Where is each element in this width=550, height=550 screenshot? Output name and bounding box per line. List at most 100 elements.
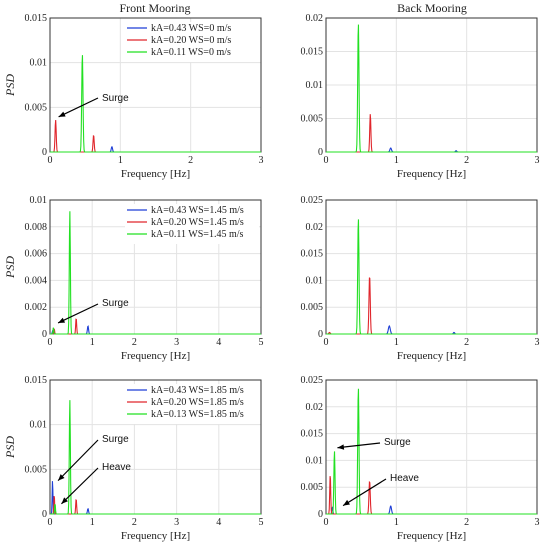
y-tick-label: 0.015 [25,13,48,24]
x-axis-label: Frequency [Hz] [121,168,190,180]
series-line-1 [326,147,537,153]
annotation-arrowhead [58,474,65,481]
col-title-front: Front Mooring [119,1,190,15]
x-axis-label: Frequency [Hz] [121,350,190,362]
y-tick-label: 0.004 [25,275,48,286]
y-tick-label: 0.02 [306,222,324,233]
annotation-label: Surge [384,437,411,448]
x-tick-label: 1 [118,155,123,166]
annotation-arrow [57,303,99,324]
series-line-1 [50,146,261,153]
x-tick-label: 1 [394,155,399,166]
x-tick-label: 3 [174,517,179,528]
series-line-3 [326,219,537,335]
series-line-1 [326,505,537,515]
legend-box [125,384,259,424]
legend-box [125,22,259,62]
legend-box [125,204,259,244]
y-tick-label: 0.005 [25,102,48,113]
x-tick-label: 2 [464,337,469,348]
annotation-arrow [57,439,99,482]
annotation-arrowhead [61,497,68,504]
legend-label: kA=0.20 WS=1.45 m/s [151,217,244,228]
y-tick-label: 0 [318,509,323,520]
annotation-arrow [342,478,387,507]
panel-1: 0 1 2 3 0 0.005 0.01 0.015 Frequency [Hz] PSD kA=0… [3,13,264,180]
x-tick-label: 1 [90,517,95,528]
y-tick-label: 0 [42,147,47,158]
annotation-arrowhead [343,499,350,506]
y-tick-label: 0 [42,509,47,520]
y-tick-label: 0.002 [25,302,48,313]
y-tick-label: 0.01 [306,455,324,466]
annotation-label: Surge [102,434,129,445]
legend-label: kA=0.13 WS=1.85 m/s [151,409,244,420]
x-tick-label: 0 [324,155,329,166]
x-tick-label: 2 [464,517,469,528]
x-axis-label: Frequency [Hz] [121,530,190,542]
annotation-arrowhead [337,444,345,450]
x-axis-label: Frequency [Hz] [397,350,466,362]
panel-5: 0 1 2 3 4 5 0 0.005 0.01 0.015 Frequency [Hz] PSD kA… [3,375,264,542]
legend-label: kA=0.11 WS=0 m/s [151,47,231,58]
series-line-3 [326,388,537,515]
x-tick-label: 2 [464,155,469,166]
y-tick-label: 0.006 [25,249,48,260]
panel-6: 0 1 2 3 0 0.005 0.01 0.015 0.02 0.025 Frequency [H… [301,375,540,542]
annotation-label: Heave [102,462,131,473]
y-tick-label: 0.02 [306,402,324,413]
y-tick-label: 0.01 [30,195,48,206]
panel-4: 0 1 2 3 0 0.005 0.01 0.015 0.02 0.025 Frequency [H… [301,195,540,362]
annotation-label: Surge [102,93,129,104]
x-tick-label: 5 [259,337,264,348]
annotation-arrow [337,442,381,449]
legend-label: kA=0.43 WS=0 m/s [151,23,231,34]
x-tick-label: 4 [216,337,221,348]
x-tick-label: 1 [394,517,399,528]
panel-3: 0 1 2 3 4 5 0 0.002 0.004 0.006 0.008 0.01 Frequency… [3,195,264,362]
y-tick-label: 0.01 [306,275,324,286]
series-line-3 [326,24,537,153]
y-tick-label: 0 [42,329,47,340]
x-tick-label: 4 [216,517,221,528]
series-line-3 [50,211,261,335]
x-tick-label: 3 [259,155,264,166]
y-tick-label: 0.025 [301,375,324,386]
y-tick-label: 0 [318,147,323,158]
y-tick-label: 0.005 [301,114,324,125]
annotation-arrow [61,467,99,505]
x-tick-label: 3 [535,155,540,166]
x-tick-label: 0 [48,337,53,348]
y-tick-label: 0.015 [301,429,324,440]
y-tick-label: 0.01 [30,58,48,69]
series-line-2 [50,495,261,515]
x-tick-label: 0 [324,517,329,528]
x-tick-label: 3 [174,337,179,348]
annotation-arrow [58,97,99,118]
series-line-3 [50,55,261,153]
x-tick-label: 0 [324,337,329,348]
panel-2: 0 1 2 3 0 0.005 0.01 0.015 0.02 Frequency [Hz] [301,13,540,180]
x-tick-label: 0 [48,517,53,528]
y-axis-label: PSD [3,256,17,279]
x-tick-label: 1 [394,337,399,348]
y-tick-label: 0.005 [301,302,324,313]
y-tick-label: 0 [318,329,323,340]
annotation-label: Surge [102,298,129,309]
annotation-arrowhead [58,111,66,117]
x-tick-label: 0 [48,155,53,166]
y-tick-label: 0.02 [306,13,324,24]
legend-label: kA=0.11 WS=1.45 m/s [151,229,244,240]
y-tick-label: 0.015 [301,47,324,58]
y-tick-label: 0.015 [301,249,324,260]
x-tick-label: 3 [535,337,540,348]
x-tick-label: 3 [535,517,540,528]
x-axis-label: Frequency [Hz] [397,168,466,180]
x-tick-label: 5 [259,517,264,528]
annotation-arrowhead [58,317,66,323]
legend-label: kA=0.20 WS=1.85 m/s [151,397,244,408]
y-tick-label: 0.005 [301,482,324,493]
x-axis-label: Frequency [Hz] [397,530,466,542]
y-axis-label: PSD [3,436,17,459]
